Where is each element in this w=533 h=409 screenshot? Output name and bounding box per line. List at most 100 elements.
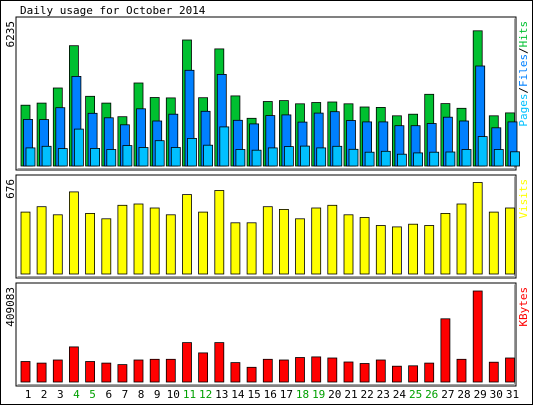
- kbytes-bar-kbytes-day-29: [472, 290, 483, 383]
- kbytes-bar-kbytes-day-17: [278, 359, 289, 383]
- visits-bar-visits-day-29: [472, 182, 483, 275]
- kbytes-bar-kbytes-day-12: [198, 352, 209, 383]
- visits-bar-visits-day-14: [230, 222, 241, 275]
- x-tick-label-day-4: 4: [73, 388, 80, 401]
- visits-bar-visits-day-8: [133, 203, 144, 275]
- kbytes-bar-kbytes-day-2: [36, 362, 47, 383]
- kbytes-bar-kbytes-day-7: [117, 364, 128, 383]
- x-tick-label-day-19: 19: [312, 388, 325, 401]
- hits-legend-entry: /: [517, 87, 530, 94]
- x-tick-label-day-20: 20: [328, 388, 341, 401]
- hits-bar-pages-day-10: [170, 147, 181, 167]
- hits-bar-pages-day-11: [187, 137, 197, 167]
- x-tick-label-day-11: 11: [183, 388, 196, 401]
- hits-bar-pages-day-14: [235, 149, 246, 167]
- hits-bar-pages-day-25: [413, 152, 424, 167]
- x-tick-label-day-7: 7: [122, 388, 129, 401]
- hits-bar-pages-day-29: [477, 136, 488, 167]
- visits-panel: 676 Visits: [4, 174, 530, 279]
- kbytes-legend-entry: KBytes: [517, 287, 530, 327]
- kbytes-legend: KBytes: [517, 287, 530, 327]
- hits-bar-pages-day-12: [203, 144, 214, 167]
- hits-bar-pages-day-31: [510, 151, 520, 167]
- x-tick-label-day-14: 14: [231, 388, 245, 401]
- kbytes-bar-kbytes-day-5: [85, 361, 95, 383]
- hits-bar-pages-day-28: [461, 149, 472, 167]
- x-tick-label-day-12: 12: [199, 388, 212, 401]
- hits-bar-pages-day-8: [138, 147, 149, 167]
- visits-bar-visits-day-27: [440, 212, 451, 275]
- x-tick-label-day-5: 5: [89, 388, 96, 401]
- kbytes-bar-kbytes-day-23: [375, 359, 386, 383]
- kbytes-bar-kbytes-day-13: [214, 342, 225, 383]
- hits-bar-pages-day-3: [57, 148, 68, 167]
- x-tick-label-day-26: 26: [425, 388, 438, 401]
- visits-bar-visits-day-2: [36, 206, 47, 275]
- visits-bar-visits-day-20: [327, 204, 338, 275]
- x-tick-label-day-1: 1: [25, 388, 32, 401]
- x-tick-label-day-24: 24: [393, 388, 407, 401]
- x-tick-label-day-15: 15: [247, 388, 260, 401]
- kbytes-bar-kbytes-day-3: [52, 359, 63, 383]
- visits-bar-visits-day-3: [52, 214, 63, 275]
- hits-bar-pages-day-2: [41, 145, 52, 167]
- x-tick-label-day-25: 25: [409, 388, 422, 401]
- kbytes-bar-kbytes-day-1: [20, 361, 31, 383]
- x-tick-label-day-30: 30: [490, 388, 503, 401]
- x-tick-label-day-27: 27: [441, 388, 454, 401]
- kbytes-bar-kbytes-day-9: [149, 358, 160, 383]
- x-tick-label-day-13: 13: [215, 388, 228, 401]
- hits-bar-pages-day-6: [106, 149, 117, 167]
- visits-bar-visits-day-21: [343, 214, 354, 275]
- hits-bar-pages-day-26: [429, 151, 440, 167]
- hits-bar-pages-day-20: [332, 145, 343, 167]
- visits-bar-visits-day-18: [295, 218, 305, 275]
- kbytes-bar-kbytes-day-24: [391, 365, 402, 383]
- kbytes-bar-kbytes-day-30: [488, 361, 499, 383]
- hits-legend: Pages/Files/Hits: [517, 21, 530, 127]
- hits-legend-entry: Hits: [517, 21, 530, 48]
- visits-bar-visits-day-25: [408, 223, 419, 275]
- kbytes-bar-kbytes-day-4: [69, 346, 79, 383]
- visits-legend: Visits: [517, 179, 530, 219]
- hits-bar-pages-day-16: [267, 147, 278, 167]
- kbytes-bar-kbytes-day-31: [505, 357, 515, 383]
- visits-bar-visits-day-30: [488, 211, 499, 275]
- kbytes-bar-kbytes-day-18: [295, 357, 305, 383]
- kbytes-bar-kbytes-day-26: [424, 362, 435, 383]
- hits-bar-pages-day-17: [283, 146, 294, 167]
- kbytes-panel: 409083 KBytes: [4, 282, 530, 387]
- visits-bar-visits-day-5: [85, 212, 95, 275]
- chart-title: Daily usage for October 2014: [20, 4, 206, 17]
- hits-legend-entry: /: [517, 47, 530, 54]
- x-tick-label-day-8: 8: [138, 388, 145, 401]
- kbytes-bar-kbytes-day-6: [101, 362, 112, 383]
- visits-legend-entry: Visits: [517, 179, 530, 219]
- visits-bar-visits-day-11: [182, 194, 192, 275]
- hits-panel: 6235 Pages/Files/Hits: [4, 16, 530, 171]
- kbytes-bar-kbytes-day-16: [262, 358, 273, 383]
- x-tick-label-day-16: 16: [264, 388, 277, 401]
- visits-bar-visits-day-4: [69, 191, 79, 275]
- hits-ymax-label: 6235: [4, 21, 17, 48]
- x-tick-label-day-21: 21: [344, 388, 357, 401]
- visits-bar-visits-day-6: [101, 218, 112, 275]
- visits-bar-visits-day-7: [117, 204, 128, 275]
- x-tick-label-day-3: 3: [57, 388, 64, 401]
- x-tick-label-day-9: 9: [154, 388, 161, 401]
- kbytes-bar-kbytes-day-21: [343, 361, 354, 383]
- visits-bar-visits-day-16: [262, 206, 273, 275]
- visits-bar-visits-day-9: [149, 207, 160, 275]
- visits-bar-visits-day-12: [198, 211, 209, 275]
- kbytes-bar-kbytes-day-8: [133, 359, 144, 383]
- kbytes-bar-kbytes-day-19: [311, 356, 322, 383]
- visits-bar-visits-day-24: [391, 226, 402, 275]
- x-tick-label-day-10: 10: [167, 388, 180, 401]
- visits-bar-visits-day-26: [424, 225, 435, 275]
- hits-bar-pages-day-13: [219, 126, 230, 167]
- x-tick-label-day-28: 28: [457, 388, 470, 401]
- hits-bar-pages-day-21: [348, 148, 359, 167]
- hits-bar-pages-day-24: [396, 153, 407, 167]
- kbytes-bar-kbytes-day-11: [182, 342, 192, 383]
- x-tick-label-day-18: 18: [296, 388, 309, 401]
